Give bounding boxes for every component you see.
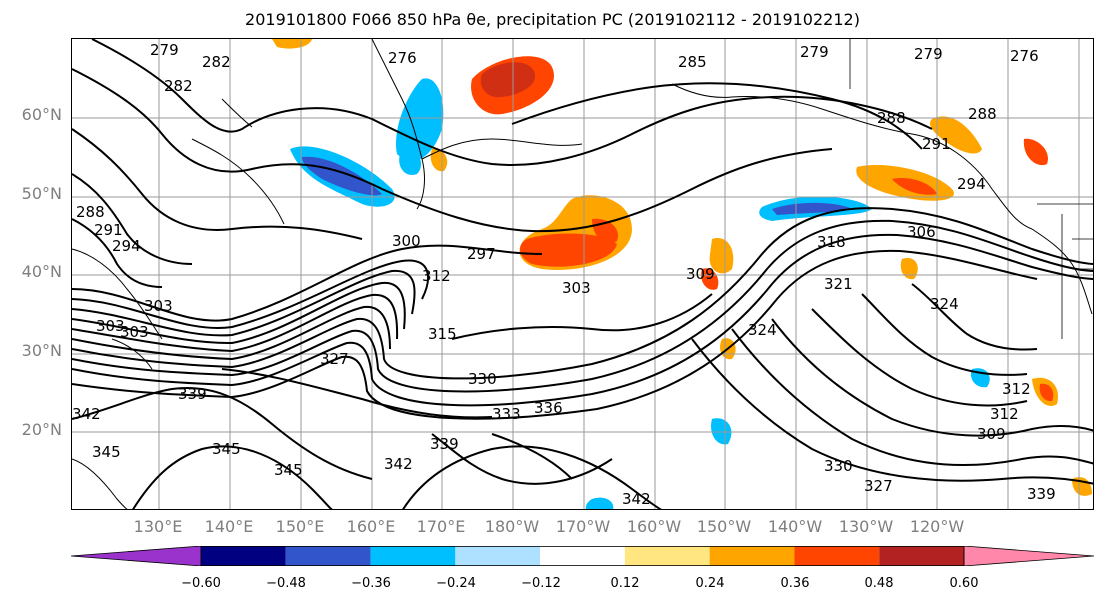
- lat-label: 30°N: [21, 341, 62, 360]
- colorbar-frame: [200, 546, 965, 566]
- contour-label: 330: [824, 457, 853, 475]
- colorbar-cell: [370, 546, 456, 566]
- lon-label: 180°W: [484, 517, 540, 536]
- contour-label: 282: [202, 53, 231, 71]
- contour-label: 309: [686, 265, 715, 283]
- map-canvas: 279 282 282 276 285 279 279 276 288 288 …: [72, 39, 1093, 509]
- contour-label: 291: [922, 135, 951, 153]
- lon-label: 140°W: [767, 517, 823, 536]
- colorbar-tick: 0.24: [695, 576, 725, 591]
- colorbar-extend-max: [963, 546, 1094, 566]
- contour-label: 303: [96, 317, 125, 335]
- colorbar-cell: [455, 546, 541, 566]
- contour-label: 294: [112, 237, 141, 255]
- contour-label: 297: [467, 245, 496, 263]
- colorbar-cell: [540, 546, 625, 566]
- colorbar-cell: [794, 546, 880, 566]
- colorbar-cells: [71, 546, 1094, 566]
- lon-label: 130°E: [133, 517, 183, 536]
- colorbar-tick: −0.24: [436, 576, 476, 591]
- contour-label: 342: [72, 405, 101, 423]
- contour-label: 342: [384, 455, 413, 473]
- lon-label: 140°E: [204, 517, 254, 536]
- contour-label: 282: [164, 77, 193, 95]
- contour-label: 312: [1002, 380, 1031, 398]
- contour-label: 330: [468, 370, 497, 388]
- contour-label: 309: [977, 425, 1006, 443]
- contour-label: 288: [76, 203, 105, 221]
- political-borders: [849, 39, 1093, 339]
- colorbar-tick: −0.12: [521, 576, 561, 591]
- contour-label: 345: [92, 443, 121, 461]
- contour-label: 324: [930, 295, 959, 313]
- lon-label: 160°W: [626, 517, 682, 536]
- contour-label: 339: [430, 435, 459, 453]
- graticule: [72, 39, 1093, 509]
- lon-label: 130°W: [838, 517, 894, 536]
- contour-label: 342: [622, 490, 651, 508]
- lon-label: 120°W: [909, 517, 965, 536]
- precip-shading: [272, 39, 1092, 509]
- contour-label: 315: [428, 325, 457, 343]
- contour-label: 321: [824, 275, 853, 293]
- contour-label: 279: [800, 43, 829, 61]
- lat-label: 50°N: [21, 184, 62, 203]
- colorbar-extend-min: [71, 546, 202, 566]
- lon-label: 150°E: [275, 517, 325, 536]
- contour-label: 303: [120, 323, 149, 341]
- lon-label: 150°W: [696, 517, 752, 536]
- lon-label: 170°E: [416, 517, 466, 536]
- coastlines: [72, 39, 1093, 509]
- colorbar-tick: −0.60: [181, 576, 221, 591]
- contour-label: 336: [534, 399, 563, 417]
- contour-label: 327: [864, 477, 893, 495]
- contour-label: 324: [748, 321, 777, 339]
- colorbar-cell: [879, 546, 964, 566]
- contour-label: 288: [968, 105, 997, 123]
- colorbar-tick: −0.36: [351, 576, 391, 591]
- lon-label: 160°E: [346, 517, 396, 536]
- theta-e-contours: [72, 39, 1093, 509]
- colorbar-tick: 0.48: [864, 576, 894, 591]
- contour-label: 312: [990, 405, 1019, 423]
- contour-label: 333: [492, 405, 521, 423]
- contour-label: 279: [150, 41, 179, 59]
- colorbar-cell: [285, 546, 371, 566]
- contour-label: 318: [817, 233, 846, 251]
- contour-label: 345: [274, 461, 303, 479]
- map-title: 2019101800 F066 850 hPa θe, precipitatio…: [245, 10, 860, 29]
- contour-label: 285: [678, 53, 707, 71]
- contour-label: 339: [178, 385, 207, 403]
- colorbar-tick: −0.48: [266, 576, 306, 591]
- lat-label: 60°N: [21, 105, 62, 124]
- contour-label: 294: [957, 175, 986, 193]
- colorbar-cell: [624, 546, 710, 566]
- contour-label: 306: [907, 223, 936, 241]
- map-panel: 279 282 282 276 285 279 279 276 288 288 …: [71, 38, 1094, 510]
- colorbar-cell: [709, 546, 795, 566]
- contour-label: 276: [1010, 47, 1039, 65]
- colorbar-cell: [201, 546, 286, 566]
- lon-label: 170°W: [555, 517, 611, 536]
- colorbar-tick: 0.12: [610, 576, 640, 591]
- lat-label: 20°N: [21, 420, 62, 439]
- contour-label: 288: [877, 109, 906, 127]
- contour-labels: 279 282 282 276 285 279 279 276 288 288 …: [72, 41, 1056, 508]
- colorbar: [71, 546, 1094, 566]
- contour-label: 339: [1027, 485, 1056, 503]
- lat-label: 40°N: [21, 262, 62, 281]
- contour-label: 303: [144, 297, 173, 315]
- colorbar-tick: 0.60: [949, 576, 979, 591]
- contour-label: 279: [914, 45, 943, 63]
- colorbar-tick: 0.36: [780, 576, 810, 591]
- contour-label: 303: [562, 279, 591, 297]
- contour-label: 300: [392, 232, 421, 250]
- contour-label: 327: [320, 350, 349, 368]
- contour-label: 312: [422, 267, 451, 285]
- contour-label: 276: [388, 49, 417, 67]
- contour-label: 345: [212, 440, 241, 458]
- contour-label: 291: [94, 221, 123, 239]
